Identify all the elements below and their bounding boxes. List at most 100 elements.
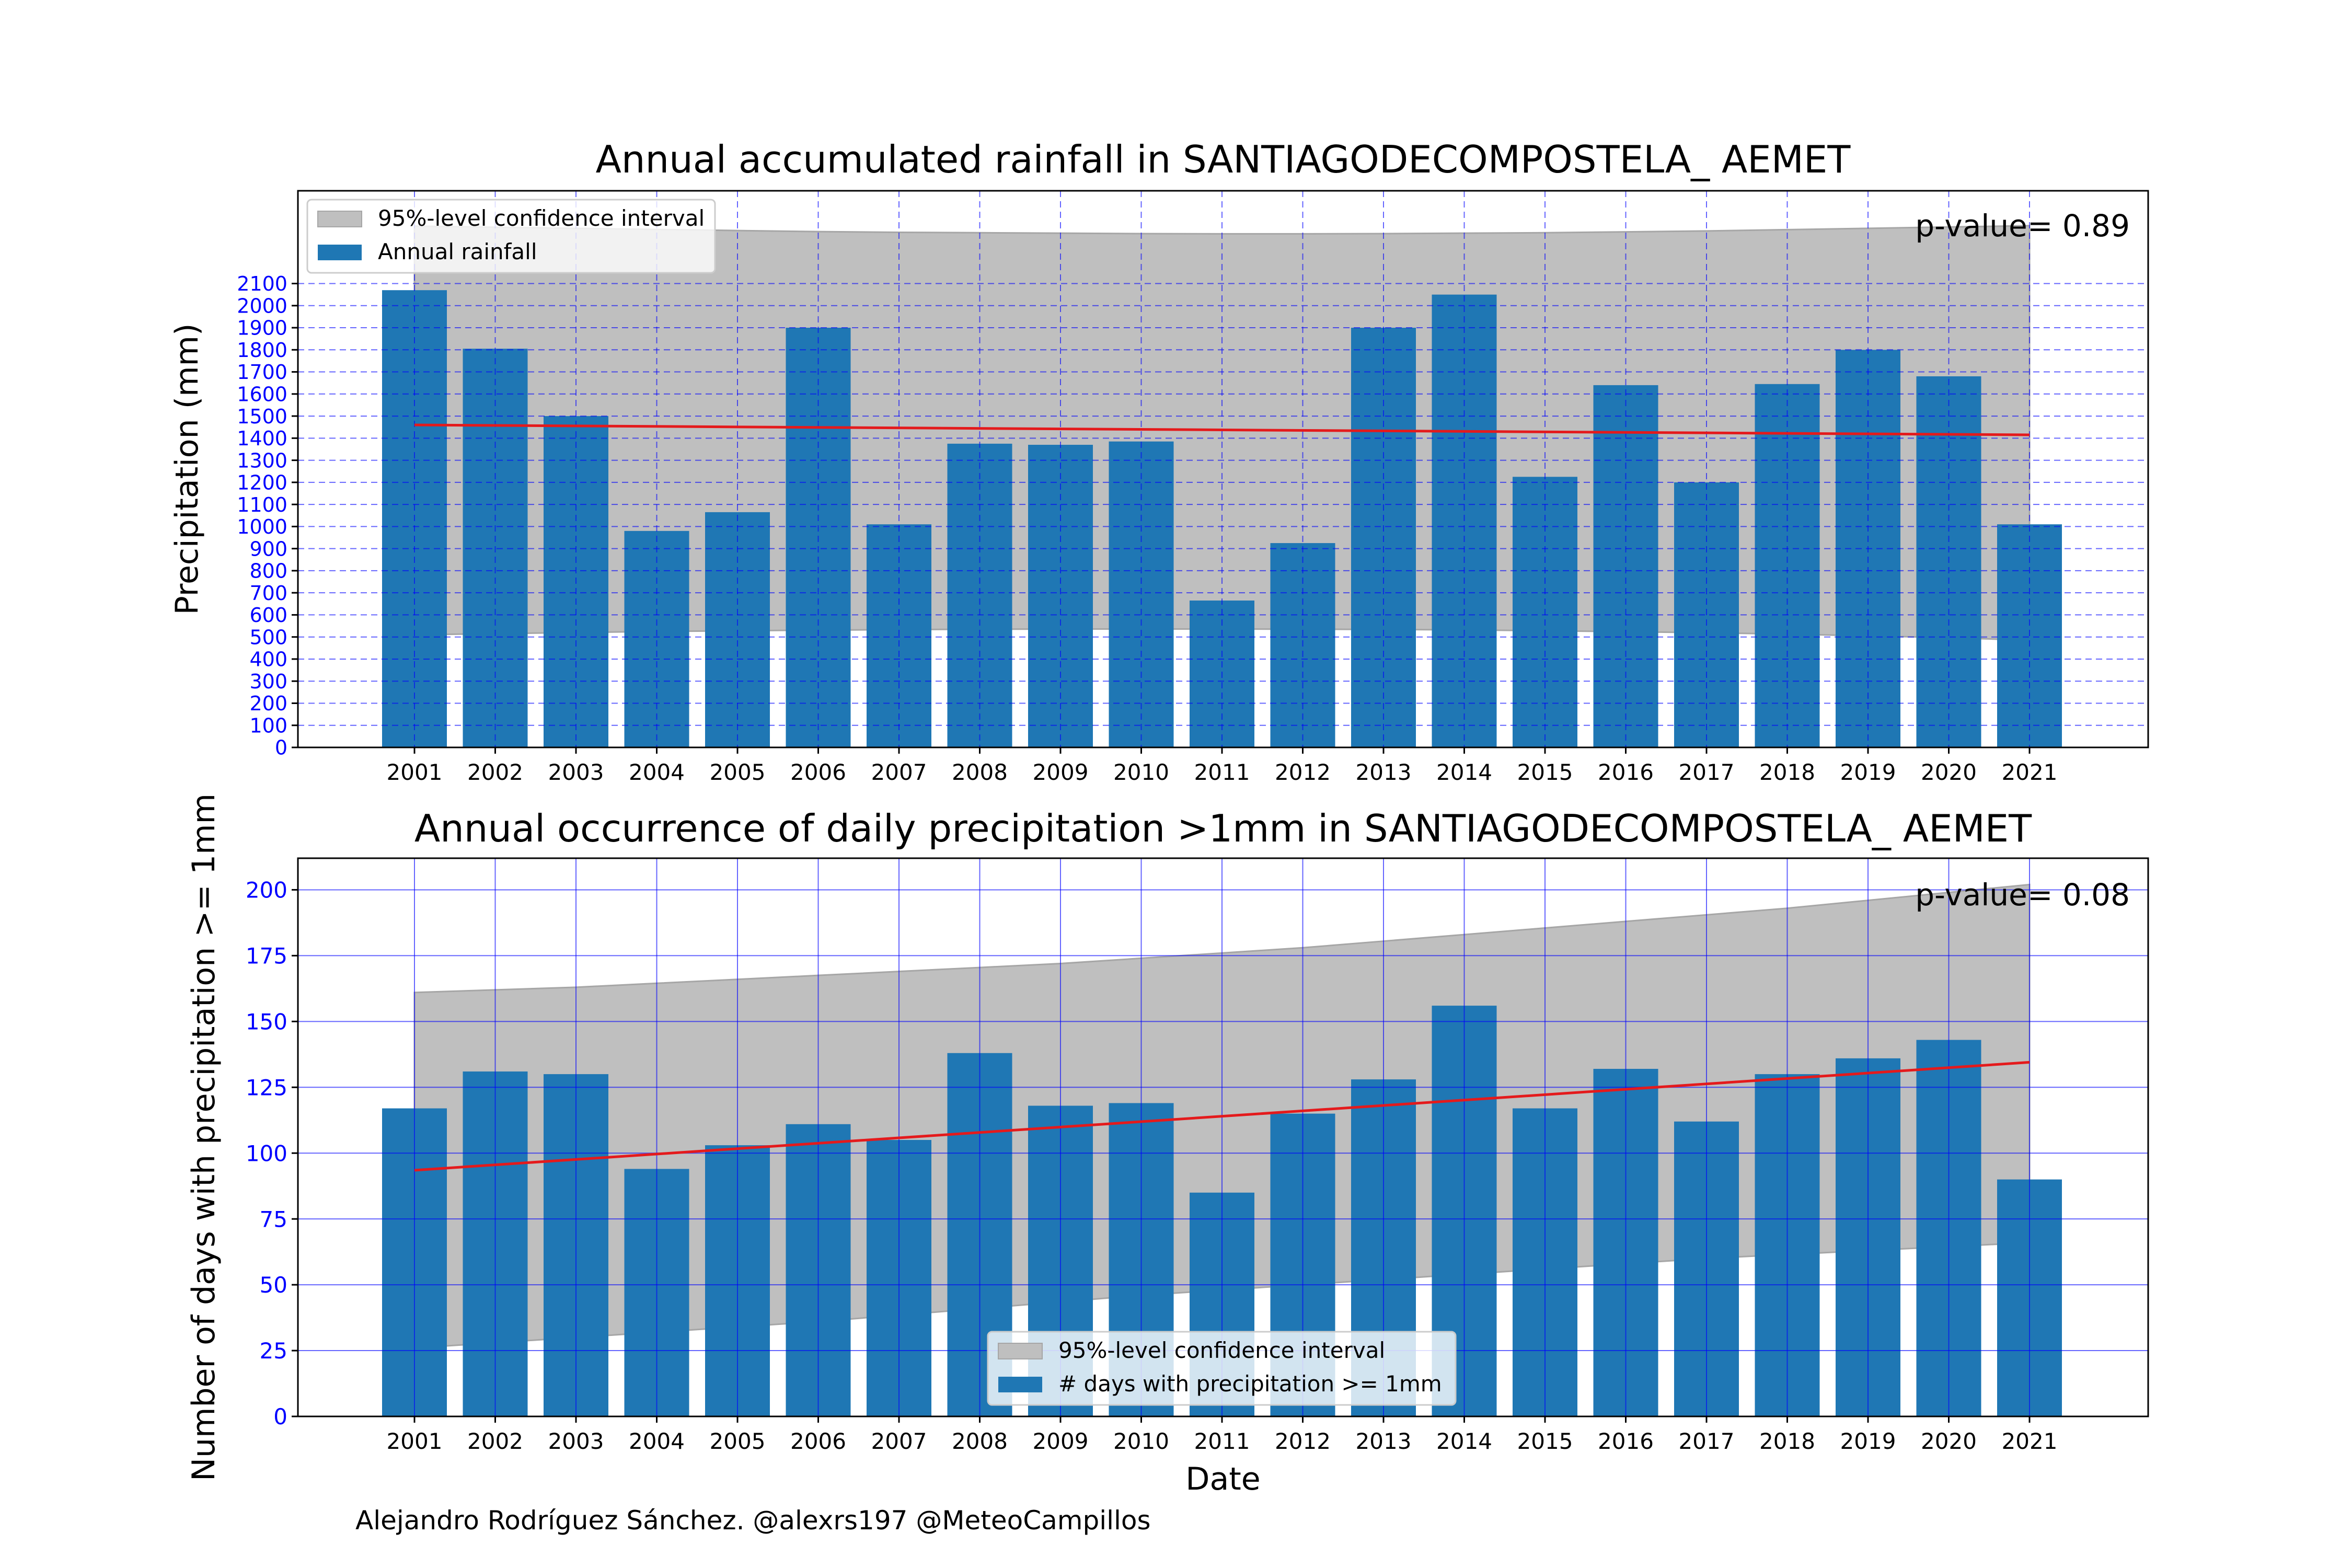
x-tick-label: 2010 — [1113, 1428, 1169, 1454]
author-credit: Alejandro Rodríguez Sánchez. @alexrs197 … — [355, 1505, 1151, 1536]
x-tick-label: 2006 — [790, 1428, 846, 1454]
legend-swatch-bars — [318, 245, 362, 260]
x-tick-label: 2005 — [710, 1428, 766, 1454]
y-tick-label: 1100 — [237, 493, 287, 516]
x-tick-label: 2004 — [629, 759, 685, 785]
x-tick-label: 2004 — [629, 1428, 685, 1454]
legend-swatch-bars — [998, 1377, 1042, 1392]
x-tick-label: 2013 — [1356, 1428, 1412, 1454]
x-tick-label: 2020 — [1921, 1428, 1977, 1454]
y-tick-label: 1500 — [237, 405, 287, 428]
p-value-annotation: p-value= 0.08 — [1915, 877, 2130, 913]
y-tick-label: 50 — [260, 1272, 287, 1298]
legend-swatch-band — [998, 1343, 1043, 1359]
x-tick-label: 2012 — [1275, 1428, 1331, 1454]
y-tick-label: 1300 — [237, 449, 287, 472]
y-tick-label: 100 — [249, 714, 287, 737]
x-tick-label: 2017 — [1679, 759, 1735, 785]
legend-swatch-band — [317, 211, 362, 227]
y-axis-label: Precipitation (mm) — [169, 324, 205, 615]
x-tick-label: 2010 — [1113, 759, 1169, 785]
x-tick-label: 2019 — [1840, 1428, 1896, 1454]
y-tick-label: 1200 — [237, 471, 287, 494]
y-tick-label: 150 — [246, 1009, 287, 1034]
y-tick-label: 200 — [249, 692, 287, 715]
x-tick-label: 2001 — [387, 1428, 443, 1454]
p-value-annotation: p-value= 0.89 — [1915, 208, 2130, 244]
y-tick-label: 900 — [249, 537, 287, 560]
legend-box — [987, 1331, 1457, 1406]
y-tick-label: 1600 — [237, 383, 287, 406]
x-tick-label: 2019 — [1840, 759, 1896, 785]
y-tick-label: 200 — [246, 878, 287, 903]
y-tick-label: 75 — [260, 1206, 287, 1232]
x-tick-label: 2011 — [1194, 759, 1250, 785]
legend-box — [306, 199, 716, 274]
x-tick-label: 2016 — [1598, 759, 1654, 785]
x-tick-label: 2012 — [1275, 759, 1331, 785]
x-tick-label: 2011 — [1194, 1428, 1250, 1454]
trend-line — [414, 1060, 2030, 1172]
y-tick-label: 2100 — [237, 272, 287, 295]
chart-panel-rain-days: Annual occurrence of daily precipitation… — [186, 793, 2149, 1497]
x-tick-label: 2018 — [1759, 1428, 1815, 1454]
x-tick-label: 2003 — [548, 759, 604, 785]
x-tick-label: 2003 — [548, 1428, 604, 1454]
y-tick-label: 1000 — [237, 515, 287, 538]
chart-panel-rainfall: Annual accumulated rainfall in SANTIAGOD… — [169, 137, 2149, 785]
axes-frame — [297, 190, 2149, 748]
y-tick-label: 0 — [275, 736, 287, 759]
y-tick-label: 0 — [273, 1404, 287, 1429]
y-tick-label: 1700 — [237, 361, 287, 384]
y-tick-label: 100 — [246, 1140, 287, 1166]
x-tick-label: 2016 — [1598, 1428, 1654, 1454]
x-tick-label: 2021 — [2002, 759, 2058, 785]
y-tick-label: 1900 — [237, 317, 287, 340]
x-tick-label: 2008 — [952, 759, 1008, 785]
x-tick-label: 2002 — [467, 1428, 523, 1454]
x-tick-label: 2017 — [1679, 1428, 1735, 1454]
x-tick-label: 2015 — [1517, 759, 1573, 785]
y-tick-label: 400 — [249, 648, 287, 671]
bar-2004 — [624, 531, 689, 747]
y-tick-label: 25 — [260, 1338, 287, 1364]
x-tick-label: 2021 — [2002, 1428, 2058, 1454]
y-tick-label: 2000 — [237, 294, 287, 317]
x-tick-label: 2007 — [871, 759, 927, 785]
axes-frame — [297, 857, 2149, 1417]
bar-2009 — [1028, 445, 1093, 747]
y-tick-label: 125 — [246, 1075, 287, 1100]
y-tick-label: 800 — [249, 560, 287, 583]
legend-label-bars: Annual rainfall — [378, 239, 537, 264]
x-tick-label: 2005 — [710, 759, 766, 785]
legend-label-bars: # days with precipitation >= 1mm — [1058, 1371, 1442, 1397]
x-tick-label: 2020 — [1921, 759, 1977, 785]
x-tick-label: 2001 — [387, 759, 443, 785]
x-tick-label: 2009 — [1033, 1428, 1089, 1454]
y-tick-label: 175 — [246, 943, 287, 969]
y-tick-label: 700 — [249, 582, 287, 605]
x-tick-label: 2013 — [1356, 759, 1412, 785]
x-tick-label: 2014 — [1436, 1428, 1492, 1454]
x-axis-label: Date — [1185, 1461, 1260, 1497]
x-tick-label: 2002 — [467, 759, 523, 785]
y-tick-label: 1400 — [237, 427, 287, 450]
chart-title: Annual accumulated rainfall in SANTIAGOD… — [596, 137, 1851, 181]
y-tick-label: 300 — [249, 670, 287, 693]
legend-label-band: 95%-level confidence interval — [378, 205, 705, 231]
y-axis-label: Number of days with precipitation >= 1mm — [186, 793, 222, 1481]
x-tick-label: 2008 — [952, 1428, 1008, 1454]
x-tick-label: 2007 — [871, 1428, 927, 1454]
x-tick-label: 2015 — [1517, 1428, 1573, 1454]
trend-line — [414, 423, 2030, 436]
x-tick-label: 2009 — [1033, 759, 1089, 785]
y-tick-label: 600 — [249, 604, 287, 627]
y-tick-label: 1800 — [237, 339, 287, 362]
x-tick-label: 2014 — [1436, 759, 1492, 785]
legend-label-band: 95%-level confidence interval — [1058, 1338, 1385, 1363]
x-tick-label: 2006 — [790, 759, 846, 785]
x-tick-label: 2018 — [1759, 759, 1815, 785]
chart-title: Annual occurrence of daily precipitation… — [414, 806, 2032, 850]
y-tick-label: 500 — [249, 626, 287, 649]
